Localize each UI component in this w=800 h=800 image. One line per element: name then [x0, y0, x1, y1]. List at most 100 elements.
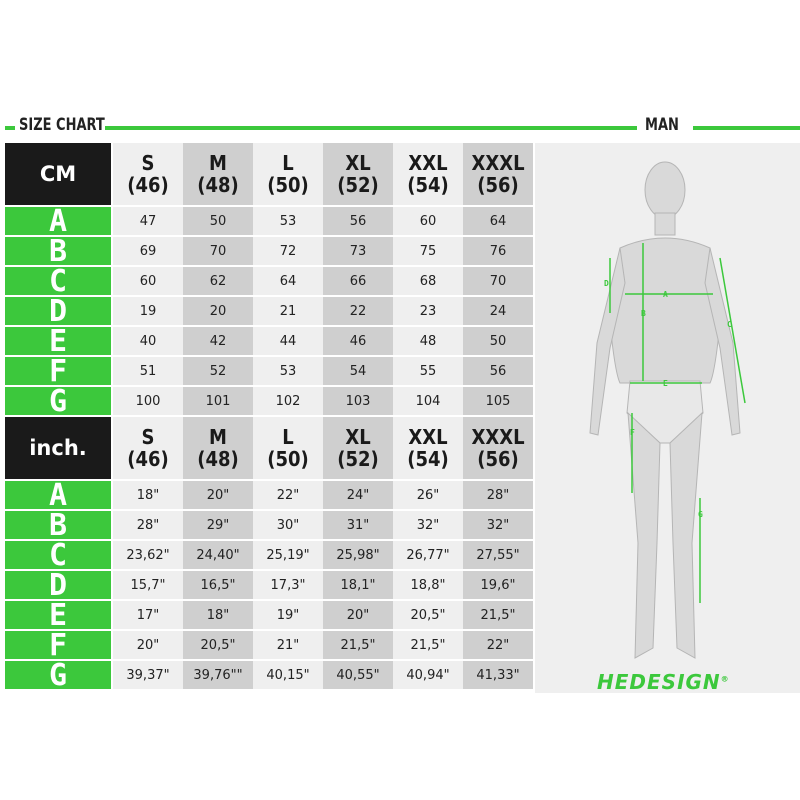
size-header: S (46): [113, 417, 183, 479]
table-cell: 22": [253, 481, 323, 509]
measurement-label: E: [5, 598, 113, 633]
table-cell: 28": [463, 481, 533, 509]
table-cell: 21,5": [323, 631, 393, 659]
table-cell: 51: [113, 357, 183, 385]
table-row: G 39,37" 39,76"" 40,15" 40,55" 40,94" 41,33": [5, 658, 535, 693]
figure-label-e: E: [663, 379, 668, 388]
measurement-label: G: [5, 658, 113, 693]
table-cell: 41,33": [463, 661, 533, 689]
table-cell: 21,5": [463, 601, 533, 629]
table-cell: 18": [183, 601, 253, 629]
table-cell: 105: [463, 387, 533, 415]
measurement-label: E: [5, 324, 113, 359]
size-eu: (52): [337, 447, 379, 471]
table-cell: 24,40": [183, 541, 253, 569]
table-row: A 18" 20" 22" 24" 26" 28": [5, 478, 535, 513]
measurement-label: B: [5, 508, 113, 543]
table-cell: 54: [323, 357, 393, 385]
table-cell: 50: [463, 327, 533, 355]
size-header-row: CM S (46) M (48) L (50) XL (52) XXL (54) XXXL (56): [5, 143, 535, 207]
size-header: XXXL (56): [463, 417, 533, 479]
page-title: SIZE CHART: [19, 115, 105, 135]
table-cell: 18": [113, 481, 183, 509]
size-header: XL (52): [323, 417, 393, 479]
table-cell: 69: [113, 237, 183, 265]
size-header: M (48): [183, 143, 253, 205]
table-row: B 69 70 72 73 75 76: [5, 234, 535, 269]
size-eu: (56): [477, 173, 519, 197]
table-cell: 102: [253, 387, 323, 415]
table-cell: 46: [323, 327, 393, 355]
table-row: D 19 20 21 22 23 24: [5, 294, 535, 329]
table-row: B 28" 29" 30" 31" 32" 32": [5, 508, 535, 543]
table-cell: 66: [323, 267, 393, 295]
size-header: L (50): [253, 143, 323, 205]
inch-size-table: inch. S (46) M (48) L (50) XL (52) XXL (54) XXXL (56…: [5, 417, 535, 693]
size-name: M: [209, 151, 227, 175]
header-bar: SIZE CHART MAN: [0, 112, 800, 142]
table-cell: 20,5": [393, 601, 463, 629]
table-cell: 62: [183, 267, 253, 295]
size-eu: (48): [197, 447, 239, 471]
table-cell: 72: [253, 237, 323, 265]
table-cell: 68: [393, 267, 463, 295]
table-cell: 21": [253, 631, 323, 659]
table-row: C 60 62 64 66 68 70: [5, 264, 535, 299]
unit-label: CM: [5, 143, 113, 205]
divider: [693, 126, 800, 130]
size-header: XXXL (56): [463, 143, 533, 205]
size-eu: (46): [127, 447, 169, 471]
table-cell: 52: [183, 357, 253, 385]
table-cell: 64: [463, 207, 533, 235]
table-cell: 76: [463, 237, 533, 265]
table-cell: 29": [183, 511, 253, 539]
table-cell: 50: [183, 207, 253, 235]
measurement-label: C: [5, 264, 113, 299]
size-eu: (54): [407, 173, 449, 197]
size-name: XL: [345, 151, 371, 175]
measurement-label: A: [5, 204, 113, 239]
table-cell: 22: [323, 297, 393, 325]
table-cell: 70: [463, 267, 533, 295]
table-cell: 75: [393, 237, 463, 265]
table-cell: 17": [113, 601, 183, 629]
size-eu: (50): [267, 173, 309, 197]
size-eu: (52): [337, 173, 379, 197]
table-cell: 21: [253, 297, 323, 325]
registered-mark: ®: [720, 674, 730, 684]
table-cell: 22": [463, 631, 533, 659]
table-cell: 60: [393, 207, 463, 235]
table-cell: 53: [253, 357, 323, 385]
table-cell: 60: [113, 267, 183, 295]
table-cell: 40,55": [323, 661, 393, 689]
table-cell: 19": [253, 601, 323, 629]
size-header: XXL (54): [393, 143, 463, 205]
size-eu: (54): [407, 447, 449, 471]
table-row: F 20" 20,5" 21" 21,5" 21,5" 22": [5, 628, 535, 663]
table-cell: 42: [183, 327, 253, 355]
size-name: XXXL: [471, 425, 525, 449]
table-cell: 101: [183, 387, 253, 415]
table-cell: 53: [253, 207, 323, 235]
table-cell: 30": [253, 511, 323, 539]
table-cell: 56: [323, 207, 393, 235]
measurement-label: F: [5, 354, 113, 389]
figure-label-a: A: [663, 290, 668, 299]
size-name: XXL: [408, 151, 448, 175]
size-name: M: [209, 425, 227, 449]
table-cell: 70: [183, 237, 253, 265]
table-cell: 40: [113, 327, 183, 355]
table-cell: 20": [323, 601, 393, 629]
body-measurement-figure: A B C D E F G: [589, 161, 746, 659]
size-header: XXL (54): [393, 417, 463, 479]
size-name: L: [282, 151, 294, 175]
divider: [105, 126, 637, 130]
figure-panel: A B C D E F G: [535, 143, 800, 693]
size-name: L: [282, 425, 294, 449]
size-name: S: [141, 425, 155, 449]
measurement-label: D: [5, 568, 113, 603]
gender-label: MAN: [645, 115, 679, 135]
table-cell: 47: [113, 207, 183, 235]
table-cell: 19: [113, 297, 183, 325]
measurement-label: F: [5, 628, 113, 663]
